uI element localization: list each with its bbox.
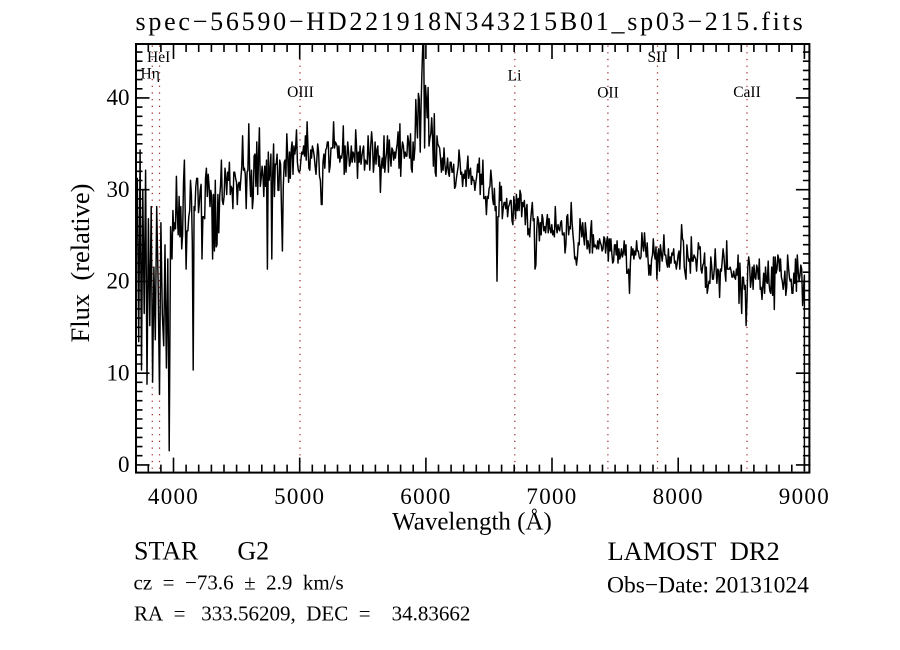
svg-text:RA = 333.56209, DEC =: RA = 333.56209, DEC = 34.83662 — [134, 602, 470, 626]
svg-text:4000: 4000 — [148, 484, 199, 509]
svg-text:HeI: HeI — [147, 49, 170, 66]
svg-text:CaII: CaII — [733, 84, 761, 101]
svg-text:OIII: OIII — [287, 84, 314, 101]
svg-text:20: 20 — [107, 269, 130, 294]
svg-text:Li: Li — [508, 68, 522, 85]
svg-text:OII: OII — [597, 85, 619, 102]
svg-text:cz = −73.6 ± 2.9 km/s: cz = −73.6 ± 2.9 km/s — [134, 571, 344, 595]
svg-text:8000: 8000 — [653, 484, 704, 509]
svg-text:30: 30 — [107, 177, 130, 202]
svg-text:Flux (relative): Flux (relative) — [65, 184, 95, 343]
svg-text:5000: 5000 — [274, 484, 325, 509]
svg-text:6000: 6000 — [400, 484, 451, 509]
svg-text:spec−56590−HD221918N343215B01_: spec−56590−HD221918N343215B01_sp03−215.f… — [136, 7, 806, 36]
svg-text:0: 0 — [118, 452, 130, 477]
svg-text:SII: SII — [648, 49, 667, 66]
svg-text:LAMOST DR2: LAMOST DR2 — [608, 536, 780, 566]
svg-text:Wavelength (Å): Wavelength (Å) — [392, 509, 552, 536]
svg-text:9000: 9000 — [779, 484, 830, 509]
svg-text:40: 40 — [107, 85, 130, 110]
svg-text:10: 10 — [107, 360, 130, 385]
svg-text:7000: 7000 — [526, 484, 577, 509]
svg-text:STAR G2: STAR G2 — [134, 537, 269, 566]
svg-text:Hη: Hη — [141, 66, 160, 83]
svg-text:Obs−Date: 20131024: Obs−Date: 20131024 — [607, 573, 809, 599]
